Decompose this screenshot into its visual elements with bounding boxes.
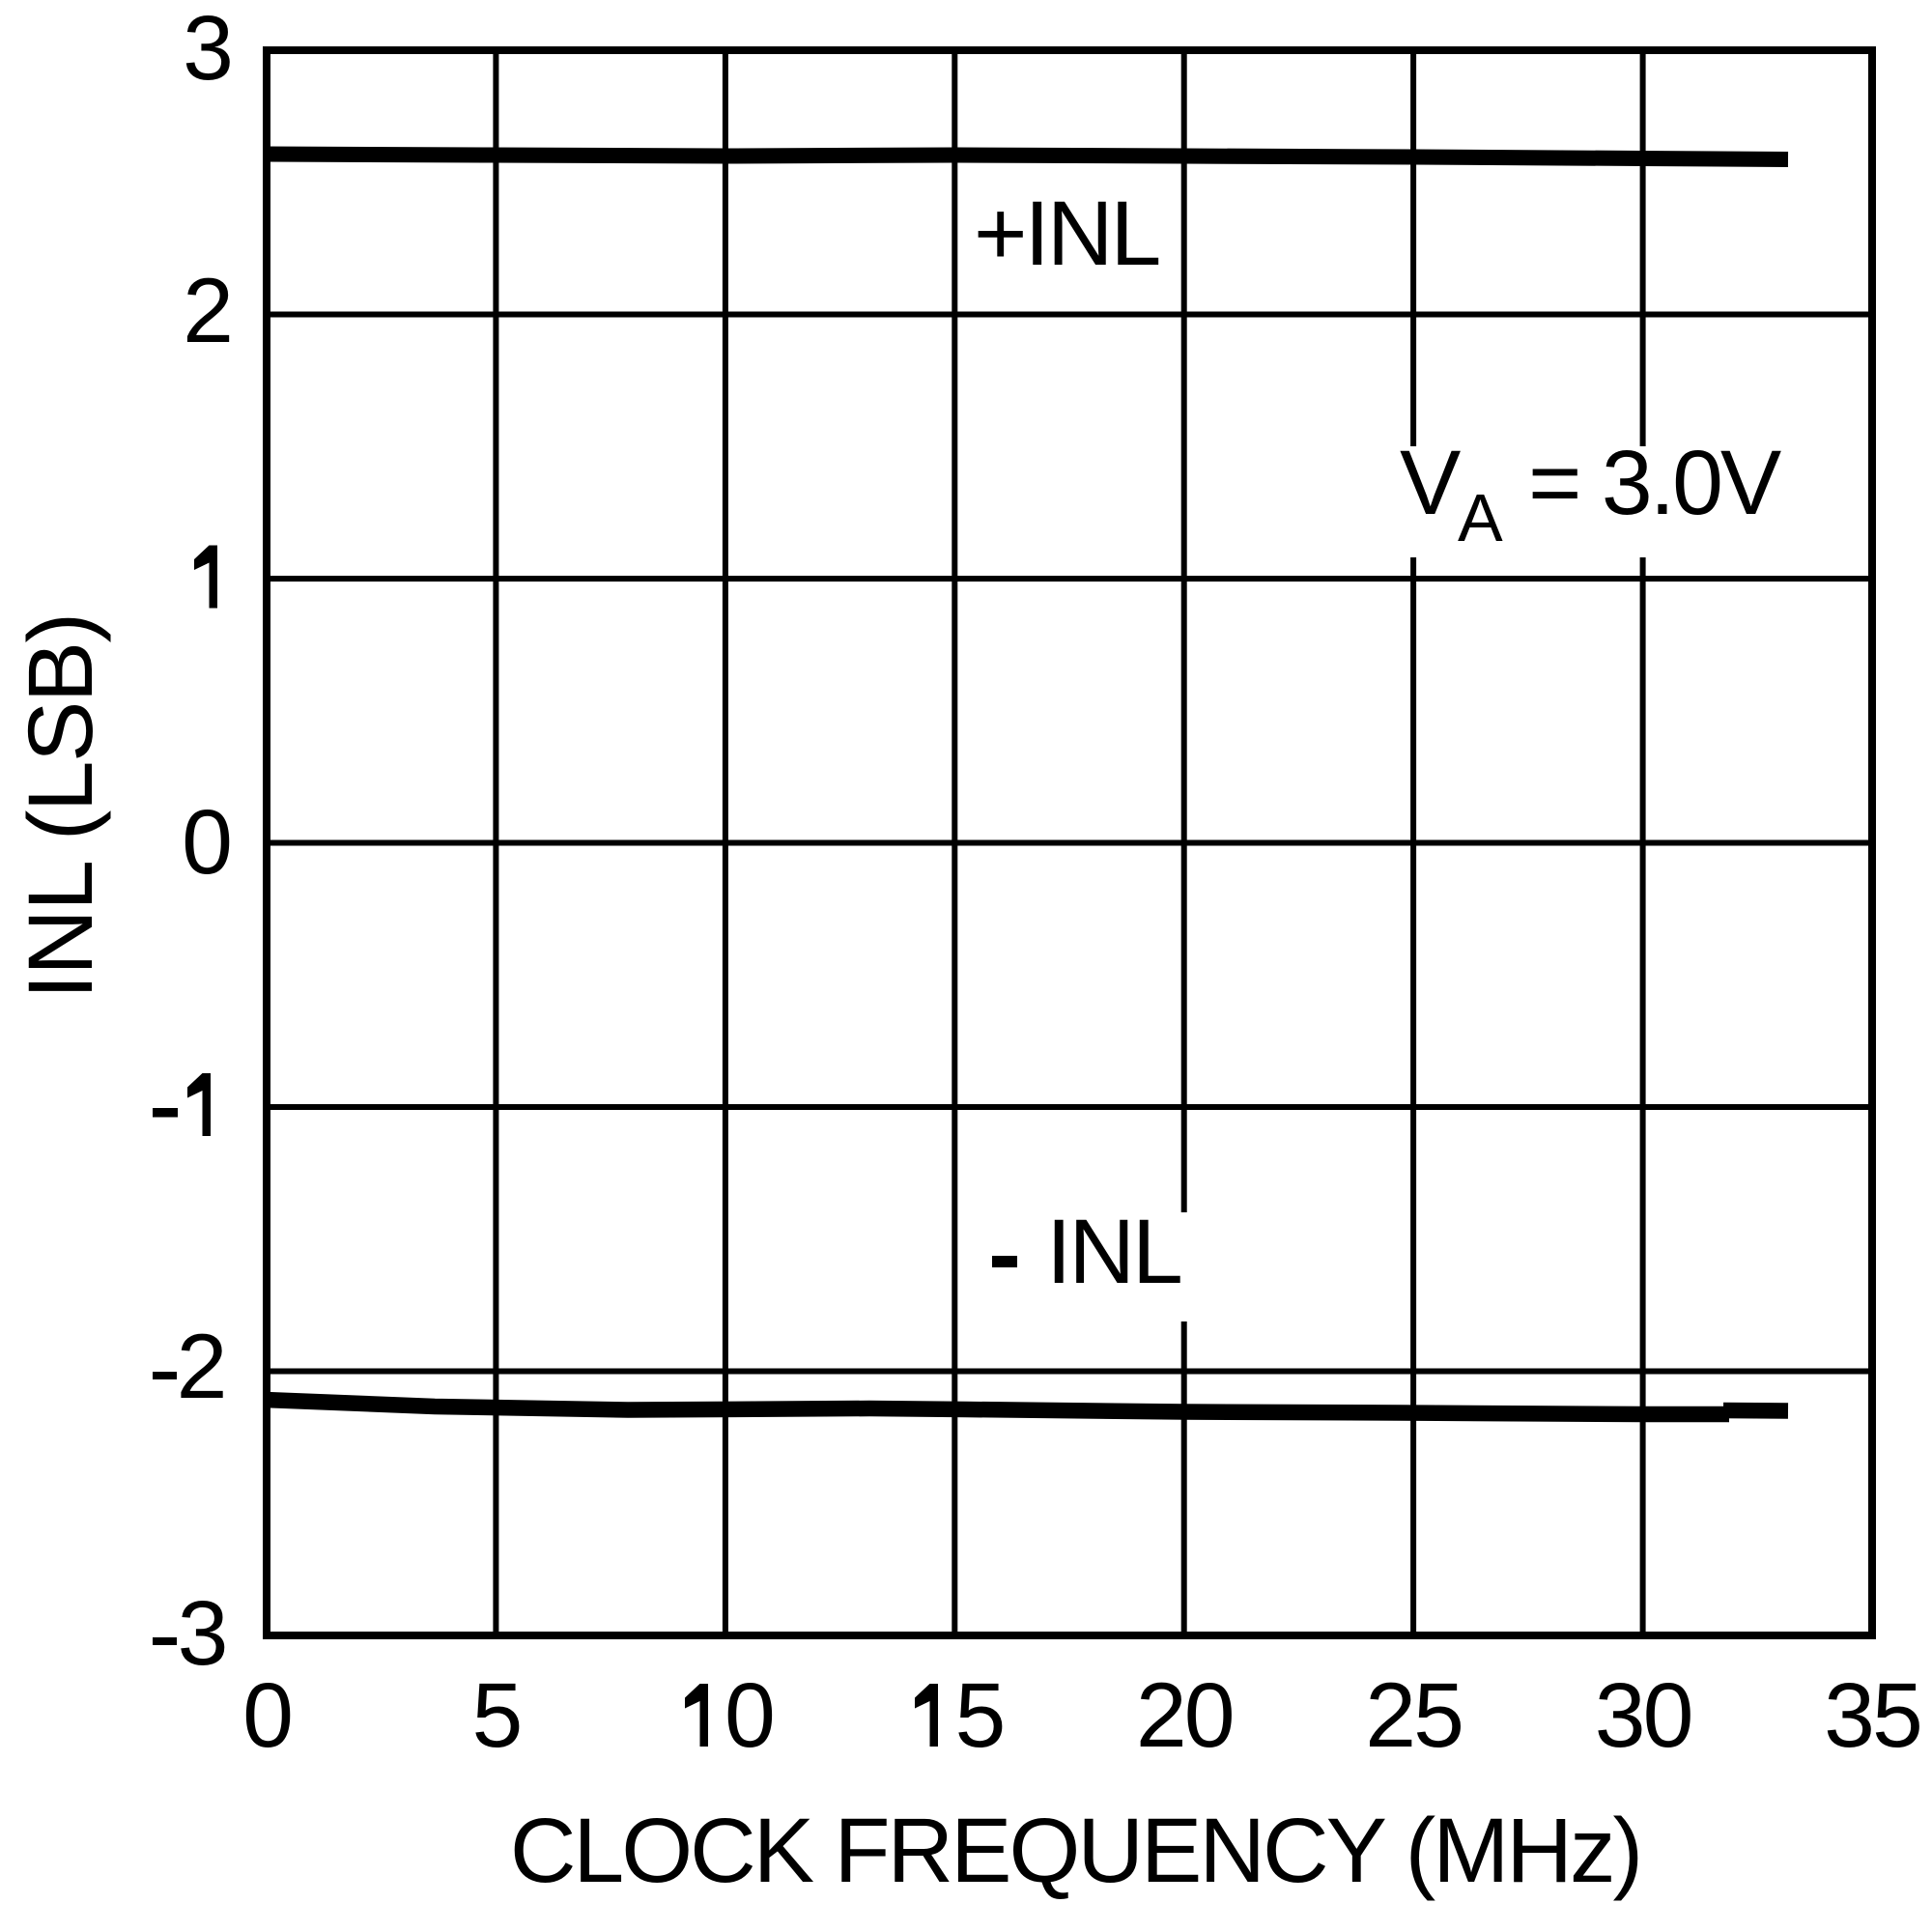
svg-text:25: 25 bbox=[1365, 1664, 1462, 1767]
svg-text:0: 0 bbox=[724, 1664, 773, 1767]
svg-text:30: 30 bbox=[1595, 1664, 1691, 1767]
svg-text:2: 2 bbox=[183, 260, 231, 362]
svg-text:+INL: +INL bbox=[974, 183, 1158, 285]
svg-text:35: 35 bbox=[1824, 1664, 1920, 1767]
svg-text:0: 0 bbox=[182, 791, 230, 894]
svg-text:INL (LSB): INL (LSB) bbox=[10, 613, 112, 999]
svg-text:3: 3 bbox=[178, 1582, 226, 1685]
svg-text:CLOCK FREQUENCY (MHz): CLOCK FREQUENCY (MHz) bbox=[510, 1800, 1640, 1902]
svg-text:= 3.0V: = 3.0V bbox=[1528, 432, 1781, 534]
svg-text:A: A bbox=[1458, 480, 1503, 555]
svg-text:2: 2 bbox=[177, 1316, 225, 1418]
svg-text:0: 0 bbox=[242, 1664, 291, 1767]
svg-text:20: 20 bbox=[1136, 1664, 1233, 1767]
svg-text:5: 5 bbox=[471, 1664, 520, 1767]
svg-text:INL: INL bbox=[1046, 1201, 1180, 1303]
svg-text:3: 3 bbox=[183, 0, 231, 99]
svg-text:5: 5 bbox=[955, 1664, 1004, 1767]
svg-text:V: V bbox=[1400, 432, 1461, 534]
